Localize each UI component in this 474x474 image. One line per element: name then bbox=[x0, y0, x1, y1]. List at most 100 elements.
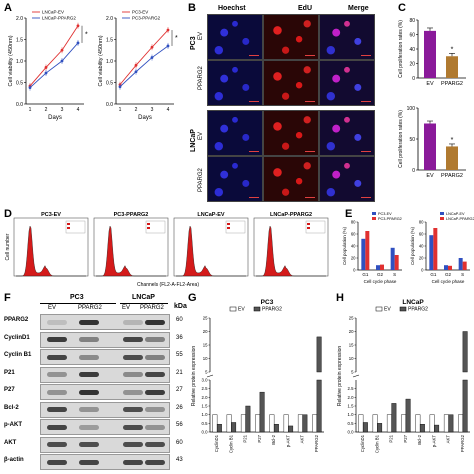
row-label-pc3-ev: EV bbox=[198, 31, 204, 40]
x-tick-label: 4 bbox=[77, 107, 80, 113]
y-tick-label: 2.0 bbox=[16, 16, 23, 22]
panel-h-chart: LNCaP EV PPARG2 0.0 0.5 1.0 1.5 2.0 2.5 5 10 15 20 25… bbox=[337, 299, 470, 453]
series-line bbox=[119, 29, 169, 85]
bar bbox=[376, 265, 380, 270]
x-tick-label: 2 bbox=[45, 107, 48, 113]
bar bbox=[415, 414, 421, 433]
data-point bbox=[166, 44, 170, 48]
bar bbox=[216, 423, 222, 433]
chart-title: LNCaP bbox=[402, 299, 424, 306]
legend-swatch bbox=[253, 306, 261, 312]
blot-band bbox=[47, 372, 67, 377]
bar bbox=[255, 414, 261, 433]
image-pc3-pparg2-merge bbox=[319, 60, 375, 106]
y-tick-label: 1.0 bbox=[202, 412, 209, 417]
panel-a-charts: 0.0 0.5 1.0 1.5 2.0 1 2 3 4 Days Cell viability (4… bbox=[8, 10, 178, 121]
legend-swatch bbox=[375, 306, 383, 312]
bar bbox=[358, 414, 364, 433]
x-tick-label: 1 bbox=[29, 107, 32, 113]
y-tick-label: 10 bbox=[203, 356, 208, 361]
blot-band bbox=[79, 372, 99, 377]
data-point bbox=[134, 63, 138, 67]
blot-band bbox=[79, 337, 99, 342]
panel-letter-g: G bbox=[188, 292, 197, 304]
bar-upper-segment bbox=[462, 331, 468, 373]
flow-legend-swatch bbox=[307, 227, 310, 229]
blot-kda-value: 26 bbox=[176, 404, 183, 411]
y-tick-label: 10 bbox=[349, 356, 354, 361]
data-point bbox=[76, 24, 80, 28]
bar bbox=[424, 123, 436, 170]
image-lncap-ev-merge bbox=[319, 110, 375, 156]
x-tick-label: G2 bbox=[445, 272, 452, 277]
bar bbox=[462, 261, 467, 270]
flow-legend-swatch bbox=[147, 223, 150, 225]
panel-letter-e: E bbox=[345, 208, 353, 220]
x-tick-label: p-AKT bbox=[431, 435, 436, 448]
bar bbox=[297, 414, 303, 433]
blot-band bbox=[123, 424, 143, 430]
blot-strip bbox=[40, 384, 170, 400]
legend-label: LNCaP-PPARG2 bbox=[42, 16, 76, 21]
x-axis-label: Channels (FL2-A-FL2-Area) bbox=[137, 282, 199, 288]
lane-label-4: PPARG2 bbox=[140, 305, 164, 311]
legend-label: PPARG2 bbox=[408, 307, 428, 313]
blot-band bbox=[123, 337, 143, 342]
row-label-pc3-pparg2: PPARG2 bbox=[198, 66, 204, 90]
legend-label: EV bbox=[384, 307, 391, 313]
y-tick-label: 1.0 bbox=[348, 412, 355, 417]
x-axis-label: Cell cycle phase bbox=[364, 279, 397, 284]
bar bbox=[433, 228, 438, 270]
x-axis-label: Cell cycle phase bbox=[432, 279, 465, 284]
y-tick-label: 0.0 bbox=[348, 430, 355, 435]
bar bbox=[419, 423, 425, 433]
blot-band bbox=[145, 407, 165, 412]
image-pc3-pparg2-hoechst bbox=[207, 60, 263, 106]
legend-swatch bbox=[229, 306, 237, 312]
y-tick-label: 0.5 bbox=[106, 80, 113, 86]
blot-band bbox=[79, 459, 99, 465]
y-tick-label: 40 bbox=[419, 244, 424, 249]
y-tick-label: 0 bbox=[412, 76, 415, 82]
blot-protein-label: Cyclin B1 bbox=[4, 352, 32, 358]
y-tick-label: 1.0 bbox=[106, 59, 113, 65]
x-tick-label: P21 bbox=[389, 434, 394, 442]
bar bbox=[424, 30, 436, 78]
bar bbox=[288, 425, 294, 433]
flow-plot-title: PC3-EV bbox=[41, 212, 61, 218]
flow-histogram bbox=[16, 225, 86, 277]
y-tick-label: 80 bbox=[351, 220, 356, 225]
bar bbox=[391, 403, 397, 433]
image-lncap-ev-hoechst bbox=[207, 110, 263, 156]
y-tick-label: 15 bbox=[349, 343, 354, 348]
legend-label: PC3-EV bbox=[378, 212, 392, 216]
y-tick-label: 0.5 bbox=[202, 421, 209, 426]
x-tick-label: EV bbox=[426, 81, 434, 87]
legend-label: LNCaP-EV bbox=[42, 10, 64, 15]
blot-band bbox=[145, 389, 165, 395]
image-lncap-pparg2-merge bbox=[319, 156, 375, 202]
series-line bbox=[29, 42, 79, 88]
flow-histogram bbox=[96, 225, 166, 277]
blot-band bbox=[47, 337, 67, 342]
x-tick-label: P27 bbox=[403, 434, 408, 442]
x-tick-label: CyclinD1 bbox=[360, 434, 365, 452]
blot-band bbox=[145, 354, 165, 360]
x-tick-label: P21 bbox=[243, 434, 248, 442]
blot-kda-value: 60 bbox=[176, 317, 183, 323]
y-tick-label: 20 bbox=[419, 256, 424, 261]
data-point bbox=[28, 86, 32, 90]
bar bbox=[372, 414, 378, 433]
x-tick-label: P27 bbox=[257, 434, 262, 442]
y-axis-label: Relative protein expression bbox=[191, 346, 197, 407]
bar bbox=[443, 414, 449, 433]
blot-band bbox=[79, 407, 99, 412]
flow-legend-box bbox=[145, 220, 166, 234]
x-tick-label: AKT bbox=[300, 435, 305, 444]
bar bbox=[273, 423, 279, 433]
series-line bbox=[29, 25, 79, 87]
blot-band bbox=[79, 389, 99, 395]
bar bbox=[458, 258, 463, 270]
blot-band bbox=[79, 354, 99, 360]
